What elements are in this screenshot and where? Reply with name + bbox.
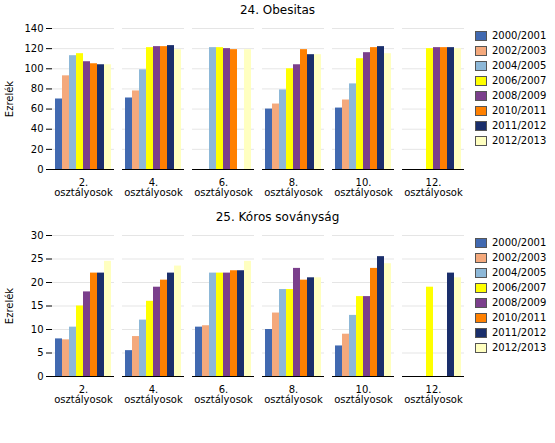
html-text:2006/2007: 2006/2007	[492, 282, 547, 293]
svg-text:2.osztályosok: 2.osztályosok	[54, 384, 113, 405]
svg-text:20: 20	[31, 144, 44, 155]
svg-text:30: 30	[31, 230, 44, 241]
html-text:2000/2001: 2000/2001	[492, 30, 547, 41]
svg-text:4.osztályosok: 4.osztályosok	[124, 384, 183, 405]
svg-text:10: 10	[31, 324, 44, 335]
svg-text:12.osztályosok: 12.osztályosok	[404, 384, 463, 405]
svg-text:120: 120	[24, 43, 43, 54]
svg-text:8.osztályosok: 8.osztályosok	[264, 177, 323, 198]
svg-text:0: 0	[37, 164, 43, 175]
html-text:2011/2012: 2011/2012	[492, 120, 547, 131]
html-text:2012/2013: 2012/2013	[492, 135, 547, 146]
html-text:2002/2003: 2002/2003	[492, 45, 547, 56]
html-text:2012/2013: 2012/2013	[492, 342, 547, 353]
svg-text:8.osztályosok: 8.osztályosok	[264, 384, 323, 405]
html-text:25. Kóros soványság: 25. Kóros soványság	[215, 210, 340, 224]
html-text:2010/2011: 2010/2011	[492, 105, 547, 116]
svg-text:80: 80	[31, 83, 44, 94]
html-text:2008/2009: 2008/2009	[492, 297, 547, 308]
html-text:2002/2003: 2002/2003	[492, 252, 547, 263]
svg-text:Ezrelék: Ezrelék	[4, 81, 15, 118]
svg-text:6.osztályosok: 6.osztályosok	[194, 177, 253, 198]
html-text:2006/2007: 2006/2007	[492, 75, 547, 86]
html-text:24. Obesitas: 24. Obesitas	[239, 3, 316, 17]
html-text:2008/2009: 2008/2009	[492, 90, 547, 101]
svg-text:140: 140	[24, 23, 43, 34]
svg-text:12.osztályosok: 12.osztályosok	[404, 177, 463, 198]
svg-text:Ezrelék: Ezrelék	[4, 288, 15, 325]
svg-text:40: 40	[31, 123, 44, 134]
html-text:2011/2012: 2011/2012	[492, 327, 547, 338]
svg-text:60: 60	[31, 103, 44, 114]
svg-text:0: 0	[37, 371, 43, 382]
svg-text:15: 15	[31, 300, 44, 311]
svg-text:4.osztályosok: 4.osztályosok	[124, 177, 183, 198]
svg-text:20: 20	[31, 277, 44, 288]
svg-text:2.osztályosok: 2.osztályosok	[54, 177, 113, 198]
svg-text:25: 25	[31, 253, 44, 264]
html-text:2004/2005: 2004/2005	[492, 60, 547, 71]
html-text:2000/2001: 2000/2001	[492, 237, 547, 248]
svg-text:10.osztályosok: 10.osztályosok	[334, 384, 393, 405]
html-text:2004/2005: 2004/2005	[492, 267, 547, 278]
svg-text:10.osztályosok: 10.osztályosok	[334, 177, 393, 198]
svg-text:100: 100	[24, 63, 43, 74]
svg-text:5: 5	[37, 347, 43, 358]
svg-text:6.osztályosok: 6.osztályosok	[194, 384, 253, 405]
html-text:2010/2011: 2010/2011	[492, 312, 547, 323]
